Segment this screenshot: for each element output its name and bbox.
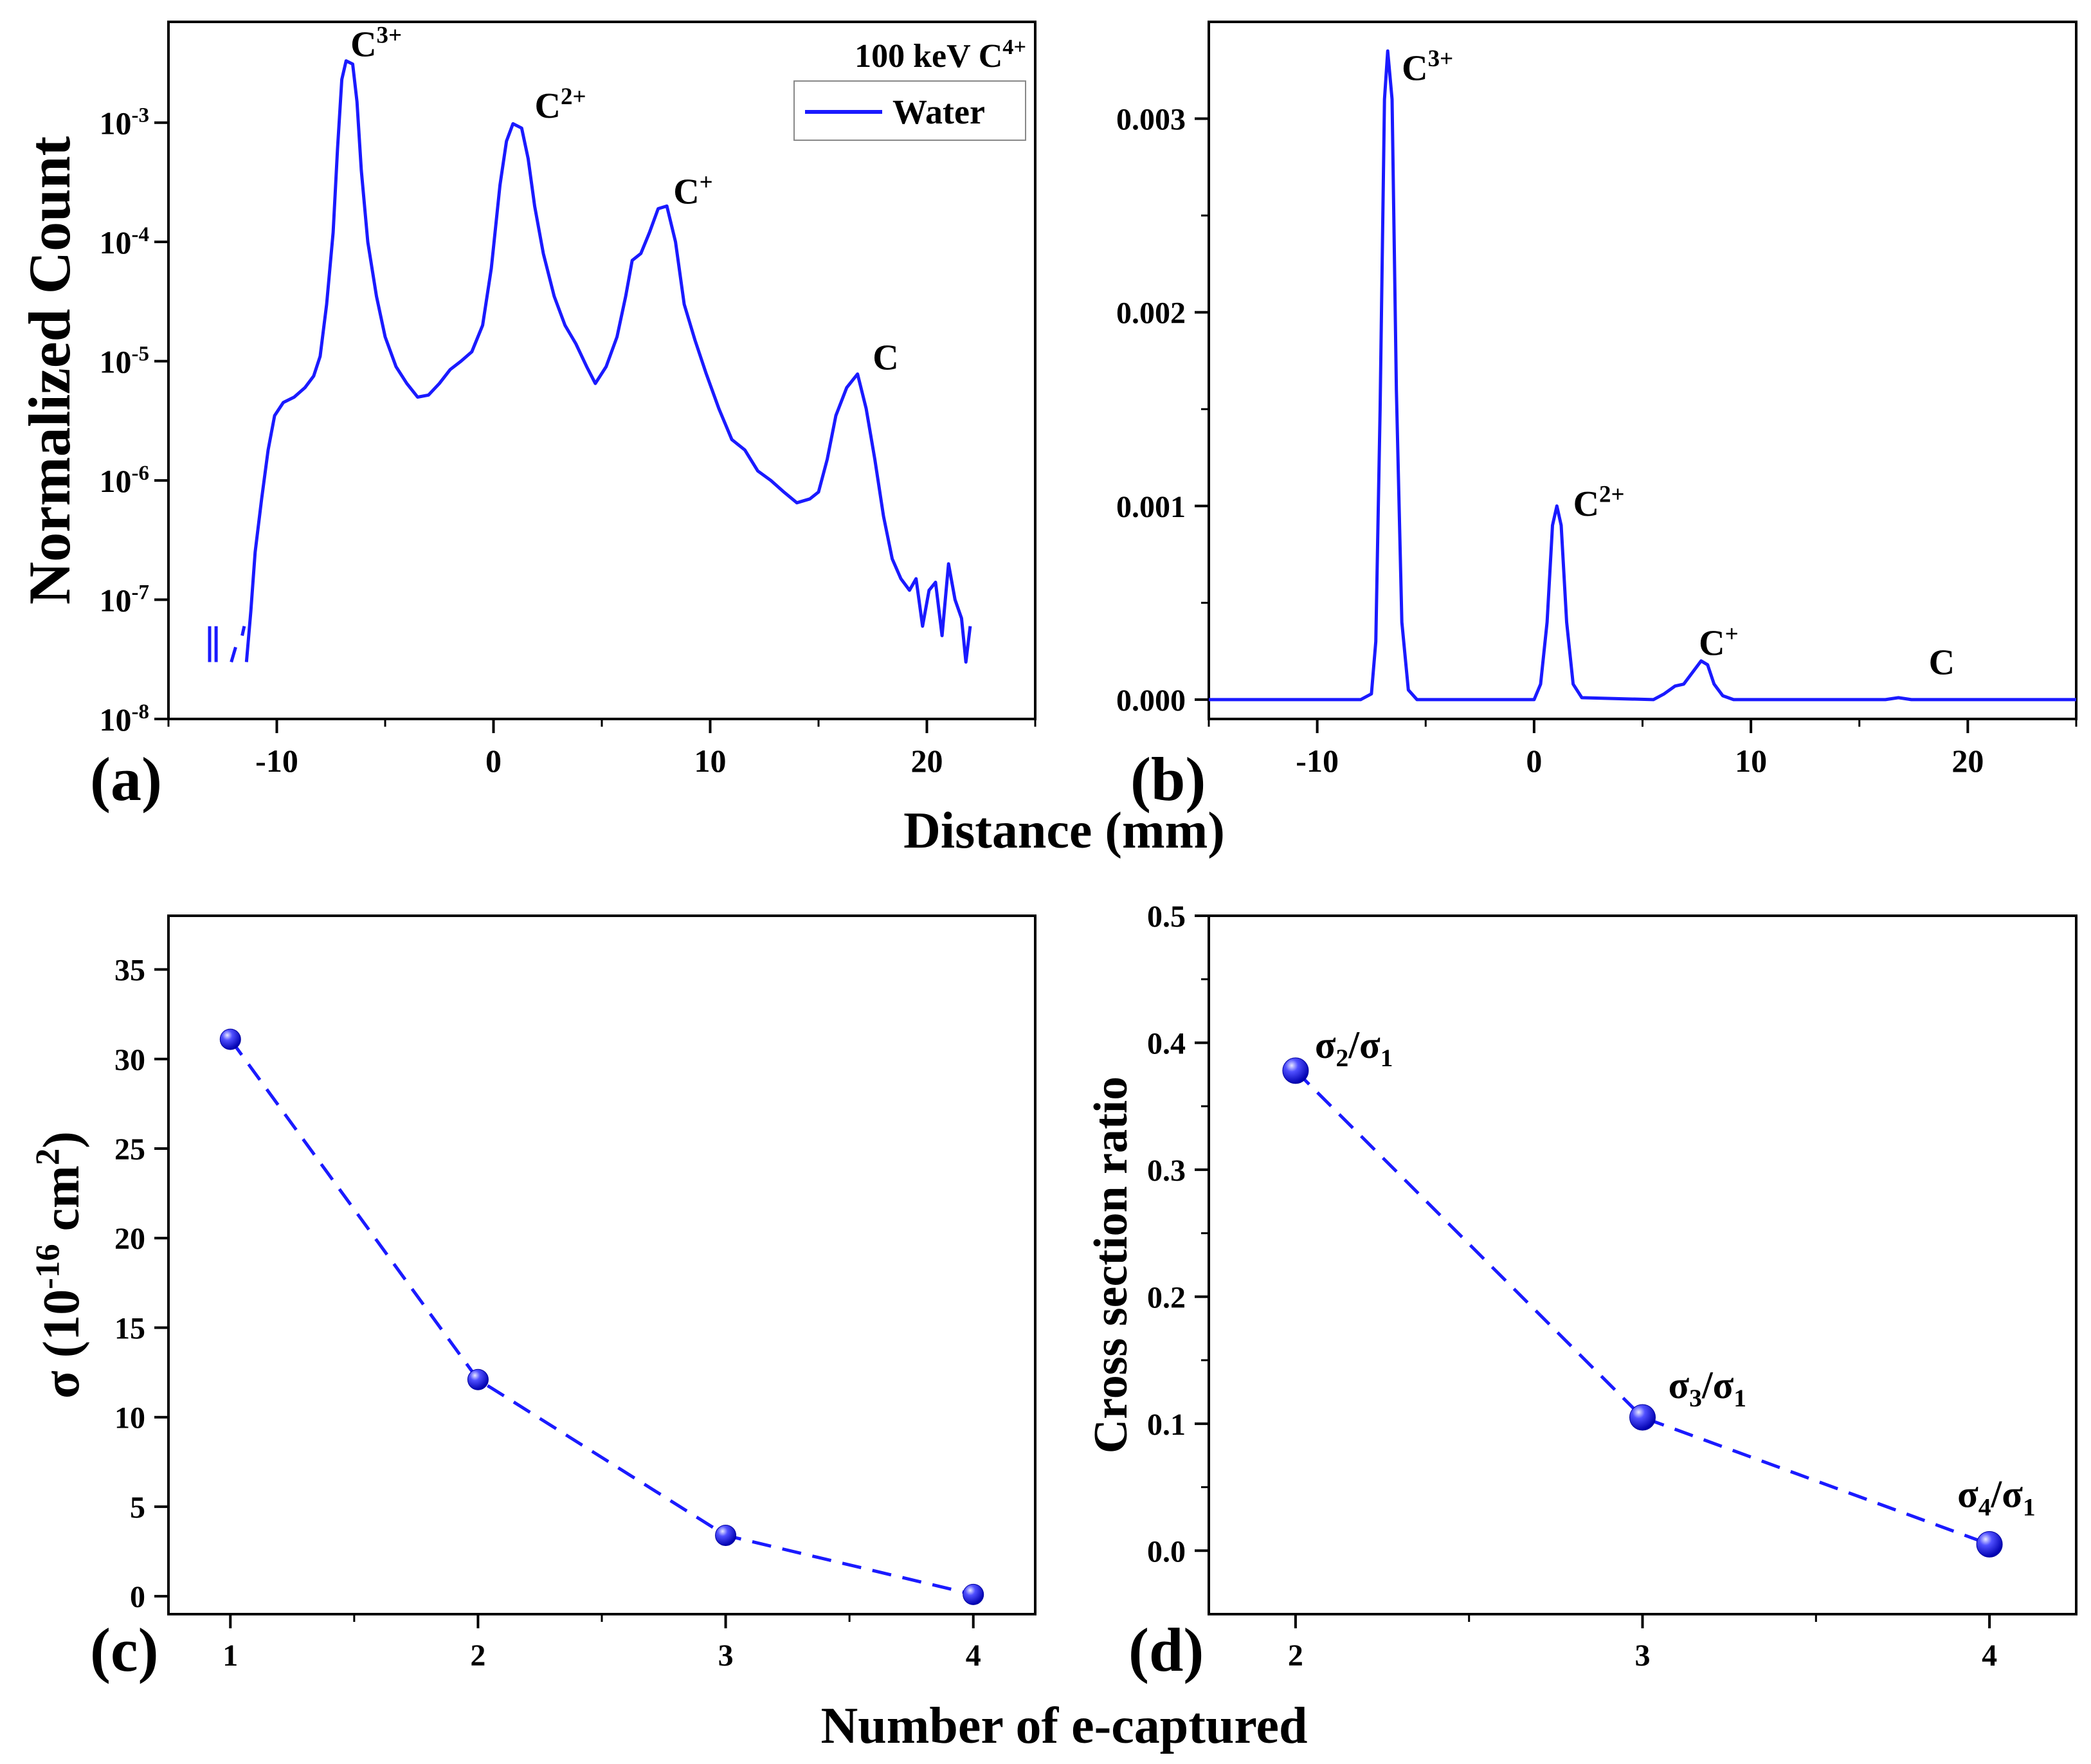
panel-a-x-tick-label-2: 10 — [694, 743, 727, 779]
panel-d-chart: 2 3 4 0.0 0.1 0.2 0.3 0.4 0.5 Cross section ratio… — [1085, 900, 2077, 1673]
panel-a-series-water-fragment-2 — [230, 646, 237, 663]
panel-c-series-dashed-line — [229, 1038, 974, 1596]
panel-d-data-point-1 — [1629, 1404, 1656, 1431]
panel-d-label: (d) — [1128, 1615, 1204, 1684]
panel-c-x-tick-label-3: 4 — [966, 1639, 981, 1673]
panel-d-y-tick-label-2: 0.2 — [1147, 1280, 1186, 1314]
panel-a-y-tick-label-3: 10-5 — [100, 343, 150, 380]
x-axis-title-distance: Distance (mm) — [903, 803, 1225, 859]
panel-b-x-tick-label-1: 0 — [1526, 743, 1542, 779]
panel-b-x-tick-label-2: 10 — [1735, 743, 1767, 779]
panel-c-chart: 1 2 3 4 0 5 10 15 20 25 30 35 σ (10-16 cm2) — [30, 914, 1036, 1673]
panel-c-x-tick-label-2: 3 — [718, 1639, 734, 1673]
panel-c-y-tick-label-2: 10 — [114, 1401, 145, 1435]
panel-c-y-tick-label-0: 0 — [130, 1580, 145, 1614]
panel-d-y-tick-label-1: 0.1 — [1147, 1408, 1186, 1442]
panel-b-y-tick-label-1: 0.001 — [1116, 490, 1186, 524]
panel-d-y-tick-label-5: 0.5 — [1147, 900, 1186, 934]
panel-d-data-point-2 — [1976, 1531, 2003, 1558]
panel-a-x-tick-label-0: -10 — [255, 743, 298, 779]
panel-b-peak-label-2: C+ — [1699, 620, 1739, 663]
panel-d-x-tick-label-1: 3 — [1635, 1639, 1651, 1673]
panel-c-y-tick-label-4: 20 — [114, 1222, 145, 1256]
panel-b-y-tick-label-2: 0.002 — [1116, 296, 1186, 331]
panel-a-y-axis-title: Normalized Count — [17, 136, 82, 605]
panel-a-label: (a) — [90, 745, 162, 814]
panel-b-peak-label-1: C2+ — [1573, 481, 1625, 524]
panel-a-series-water-line — [244, 59, 972, 664]
panel-b-label: (b) — [1130, 745, 1206, 814]
panel-d-y-axis-title: Cross section ratio — [1085, 1077, 1137, 1453]
panel-a-y-tick-label-4: 10-4 — [100, 223, 150, 260]
panel-d-y-tick-label-0: 0.0 — [1147, 1534, 1186, 1569]
panel-c-data-point-2 — [715, 1524, 737, 1546]
panel-d-series-dashed-line — [1294, 1069, 1990, 1546]
panel-c-y-tick-label-5: 25 — [114, 1132, 145, 1167]
panel-c-data-point-1 — [467, 1368, 489, 1390]
panel-a-peak-label-1: C2+ — [535, 83, 586, 126]
panel-d-y-tick-label-4: 0.4 — [1147, 1026, 1186, 1060]
panel-a-legend: 100 keV C4+ Water — [793, 35, 1026, 141]
panel-a-y-tick-label-5: 10-3 — [100, 104, 150, 141]
panel-d-y-tick-label-3: 0.3 — [1147, 1154, 1186, 1188]
panel-d-ratio-label-2: σ4/σ1 — [1957, 1473, 2036, 1521]
panel-a-chart: -10 0 10 20 10-8 10-7 10-6 10-5 10-4 10-3 Normaliz… — [17, 21, 1036, 779]
panel-a-series-water-fragment-3 — [240, 626, 246, 636]
panel-a-x-tick-label-1: 0 — [485, 743, 502, 779]
panel-c-plot-frame — [167, 914, 1036, 1615]
panel-c-y-tick-label-1: 5 — [130, 1491, 145, 1525]
panel-b-plot-frame — [1208, 21, 2077, 720]
panel-d-ratio-label-0: σ2/σ1 — [1315, 1024, 1393, 1072]
panel-b-peak-label-3: C — [1929, 643, 1955, 683]
panel-a-legend-entry: Water — [892, 93, 985, 131]
panel-b-y-tick-label-3: 0.003 — [1116, 103, 1186, 137]
panel-d-data-point-0 — [1282, 1057, 1309, 1084]
panel-b-y-tick-label-0: 0.000 — [1116, 684, 1186, 718]
panel-c-x-tick-label-0: 1 — [222, 1639, 238, 1673]
panel-b-x-tick-label-0: -10 — [1296, 743, 1339, 779]
panel-b-series-water-line — [1209, 49, 2076, 702]
panel-c-y-tick-label-3: 15 — [114, 1311, 145, 1345]
panel-c-label: (c) — [90, 1615, 159, 1684]
panel-a-y-tick-label-0: 10-8 — [100, 700, 150, 738]
panel-b-peak-label-0: C3+ — [1402, 45, 1453, 88]
panel-d-x-tick-label-2: 4 — [1982, 1639, 1997, 1673]
panel-a-peak-label-3: C — [873, 338, 898, 378]
panel-a-y-tick-label-1: 10-7 — [100, 581, 150, 619]
panel-d-x-tick-label-0: 2 — [1288, 1639, 1303, 1673]
panel-c-y-tick-label-7: 35 — [114, 954, 145, 988]
panel-a-peak-label-0: C3+ — [350, 21, 402, 64]
x-axis-title-e-captured: Number of e-captured — [821, 1698, 1308, 1754]
panel-b-x-tick-label-3: 20 — [1951, 743, 1984, 779]
panel-c-data-point-0 — [219, 1028, 241, 1050]
panel-a-x-tick-label-3: 20 — [911, 743, 943, 779]
panel-d-plot-frame — [1208, 914, 2077, 1615]
panel-a-legend-title: 100 keV C4+ — [855, 35, 1026, 75]
panel-c-x-tick-label-1: 2 — [470, 1639, 485, 1673]
panel-a-peak-label-2: C+ — [673, 168, 713, 212]
panel-a-y-tick-label-2: 10-6 — [100, 462, 150, 499]
panel-c-y-tick-label-6: 30 — [114, 1043, 145, 1077]
panel-b-chart: -10 0 10 20 0.000 0.001 0.002 0.003 C3+ C2+ C+ C — [1116, 21, 2077, 779]
panel-c-data-point-3 — [963, 1583, 984, 1605]
panel-c-y-axis-title: σ (10-16 cm2) — [30, 1131, 90, 1399]
panel-d-ratio-label-1: σ3/σ1 — [1669, 1364, 1747, 1412]
